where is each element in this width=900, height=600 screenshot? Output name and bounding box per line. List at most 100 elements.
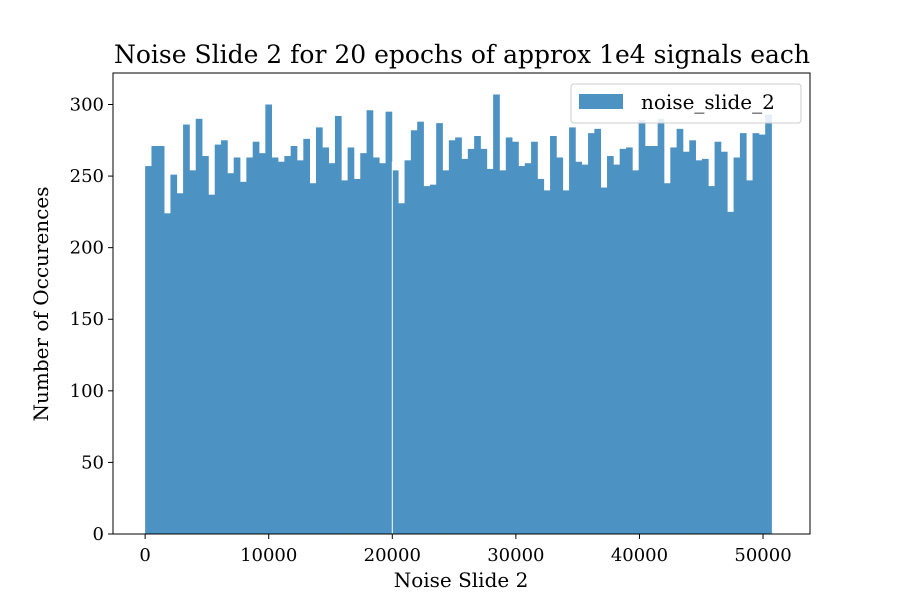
- histogram-bar: [151, 146, 159, 534]
- y-tick-label: 0: [93, 524, 104, 545]
- histogram-bar: [569, 127, 576, 535]
- histogram-bar: [372, 157, 380, 534]
- histogram-bar: [676, 128, 684, 534]
- histogram-bar: [322, 147, 329, 534]
- histogram-bar: [613, 164, 621, 534]
- x-axis-ticks: 0 10000 20000 30000 40000 50000: [139, 534, 792, 566]
- histogram-bar: [360, 153, 367, 535]
- histogram-bar: [714, 141, 722, 534]
- histogram-bar: [202, 156, 209, 535]
- histogram-bar: [278, 161, 285, 534]
- histogram-bar: [271, 157, 279, 534]
- histogram-bar: [303, 138, 310, 535]
- histogram-bar: [145, 166, 152, 534]
- histogram-bar: [701, 158, 709, 534]
- x-tick-label: 20000: [364, 545, 421, 566]
- histogram-bar: [309, 183, 317, 535]
- histogram-bar: [505, 137, 513, 534]
- histogram-bar: [531, 141, 538, 534]
- histogram-bar: [467, 148, 475, 534]
- histogram-bar: [259, 153, 266, 535]
- bars-group: [145, 94, 772, 535]
- y-tick-label: 200: [70, 238, 104, 259]
- histogram-bar: [486, 168, 494, 535]
- histogram-bar: [176, 193, 184, 534]
- histogram-bar: [436, 123, 443, 535]
- histogram-bar: [758, 134, 766, 534]
- y-tick-label: 300: [70, 94, 104, 115]
- legend: noise_slide_2: [570, 83, 802, 124]
- histogram-bar: [448, 140, 456, 535]
- histogram-bar: [328, 163, 336, 534]
- y-tick-label: 50: [81, 452, 104, 473]
- histogram-bar: [366, 110, 374, 534]
- histogram-bar: [556, 157, 564, 534]
- histogram-bar: [296, 160, 304, 534]
- histogram-bar: [746, 180, 753, 534]
- histogram-bar: [391, 170, 399, 534]
- histogram-bar: [581, 164, 589, 534]
- histogram-bar: [733, 157, 741, 534]
- histogram-bar: [284, 156, 292, 535]
- histogram-bar: [543, 190, 551, 534]
- histogram-bar: [417, 121, 424, 535]
- histogram-bar: [644, 146, 652, 534]
- plot-frame: [112, 72, 811, 535]
- histogram-bar: [663, 183, 671, 535]
- histogram-bar: [404, 160, 412, 534]
- histogram-bar: [233, 157, 241, 534]
- histogram-bar: [290, 146, 298, 534]
- histogram-bar: [720, 151, 728, 535]
- x-tick-label: 10000: [240, 545, 297, 566]
- histogram-bar: [562, 190, 570, 534]
- histogram-bar: [347, 147, 355, 534]
- y-tick-label: 250: [70, 166, 104, 187]
- histogram-bar: [594, 128, 602, 534]
- histogram-bar: [727, 211, 734, 534]
- histogram-bar: [189, 170, 197, 534]
- histogram-bar: [429, 184, 437, 535]
- chart-title: Noise Slide 2 for 20 epochs of approx 1e…: [114, 40, 810, 69]
- histogram-bar: [379, 163, 386, 534]
- histogram-bar: [626, 147, 633, 534]
- x-tick-label: 0: [139, 545, 150, 566]
- histogram-bar: [398, 203, 405, 534]
- histogram-bar: [353, 178, 361, 534]
- histogram-bar: [550, 135, 557, 535]
- histogram-bar: [575, 161, 583, 534]
- legend-label: noise_slide_2: [641, 90, 775, 114]
- histogram-bar: [689, 140, 696, 535]
- legend-swatch: [579, 94, 623, 109]
- histogram-bar: [480, 148, 488, 534]
- histogram-bar: [682, 151, 690, 535]
- histogram-bar: [499, 170, 507, 534]
- x-tick-label: 30000: [487, 545, 544, 566]
- histogram-bar: [607, 156, 614, 535]
- y-axis-label: Number of Occurences: [29, 187, 53, 422]
- histogram-bar: [670, 147, 677, 534]
- histogram-bar: [157, 146, 165, 534]
- histogram-bar: [455, 137, 462, 534]
- histogram-bar: [651, 146, 658, 534]
- histogram-bar: [524, 163, 532, 534]
- histogram-bar: [493, 94, 500, 534]
- x-tick-label: 40000: [611, 545, 668, 566]
- histogram-bar: [638, 120, 646, 534]
- histogram-bar: [214, 144, 222, 534]
- histogram-bar: [588, 133, 595, 534]
- x-axis-label: Noise Slide 2: [394, 568, 529, 592]
- histogram-bar: [518, 166, 526, 534]
- histogram-bar: [423, 186, 431, 534]
- histogram-bar: [164, 213, 171, 535]
- histogram-bar: [474, 135, 481, 535]
- histogram-bar: [765, 114, 772, 535]
- histogram-bar: [739, 133, 747, 534]
- histogram-bar: [334, 115, 342, 534]
- histogram-bar: [632, 170, 640, 534]
- histogram-bar: [537, 178, 545, 534]
- histogram-bar: [252, 141, 260, 534]
- histogram-bar: [461, 158, 469, 534]
- legend-box: [570, 83, 802, 124]
- histogram-bar: [512, 141, 519, 534]
